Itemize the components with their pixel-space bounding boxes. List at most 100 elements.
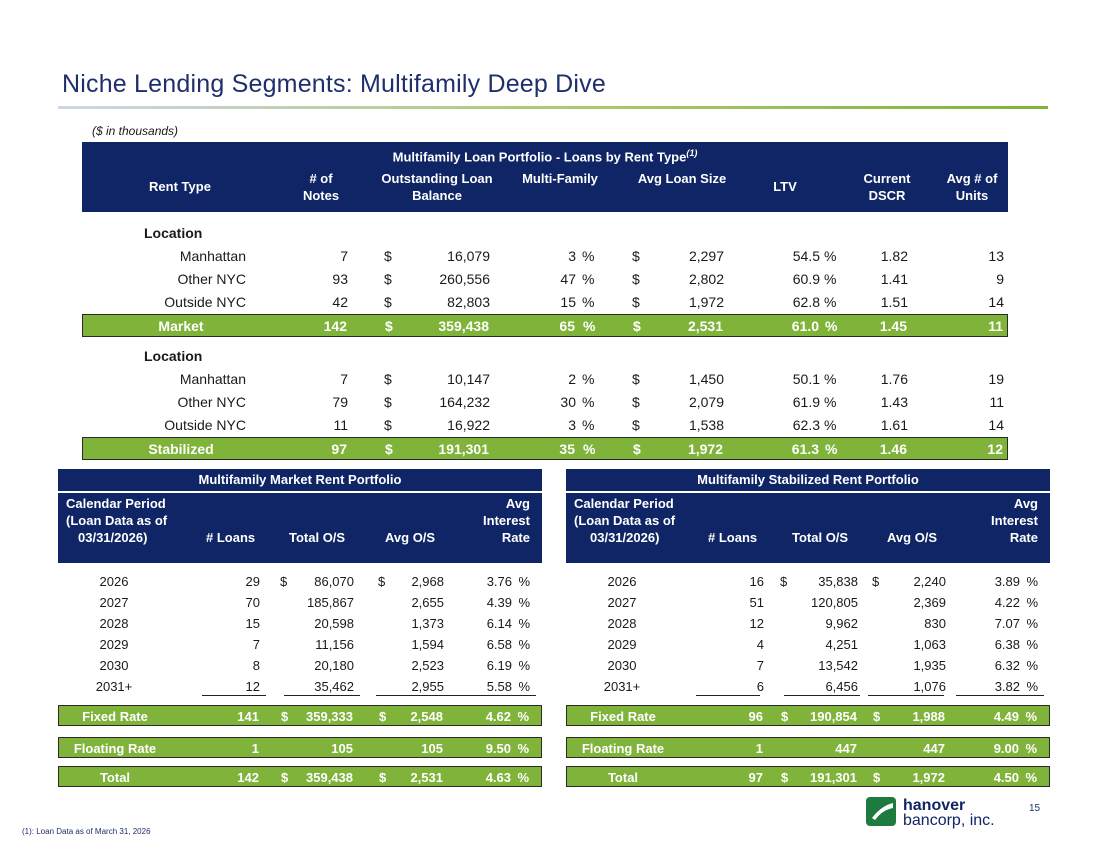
units-cell: 14 bbox=[988, 417, 1004, 433]
percent-symbol: % bbox=[583, 441, 596, 457]
total-underline bbox=[202, 695, 266, 696]
logo-line1: hanover bbox=[903, 797, 965, 814]
total-underline bbox=[868, 695, 944, 696]
dscr-cell: 1.51 bbox=[880, 294, 908, 310]
currency-symbol: $ bbox=[378, 574, 386, 589]
title-divider bbox=[58, 106, 1048, 109]
notes-cell: 142 bbox=[323, 318, 347, 334]
spacer bbox=[566, 563, 1050, 571]
floating-rate-row: Floating Rate 1 447 447 9.00% bbox=[566, 737, 1050, 758]
total-underline bbox=[284, 695, 360, 696]
currency-symbol: $ bbox=[632, 294, 640, 310]
total-cell: 35,462 bbox=[314, 679, 354, 694]
units-cell: 14 bbox=[988, 294, 1004, 310]
year-cell: 2029 bbox=[607, 637, 637, 652]
rate-cell: 5.58 bbox=[486, 679, 512, 694]
fixed-rate-row: Fixed Rate 96 $190,854 $1,988 4.49% bbox=[566, 705, 1050, 726]
currency-symbol: $ bbox=[385, 441, 393, 457]
rent-type-label: Market bbox=[158, 318, 204, 334]
avg-loan-cell: 1,450 bbox=[688, 371, 724, 387]
hdr-total: Total O/S bbox=[792, 530, 849, 545]
dscr-cell: 1.76 bbox=[880, 371, 908, 387]
percent-symbol: % bbox=[582, 394, 595, 410]
table-row: Other NYC 79 $164,232 30% $2,079 61.9% 1.43 11 bbox=[82, 391, 1008, 414]
rent-type-table: Multifamily Loan Portfolio - Loans by Re… bbox=[82, 142, 1008, 460]
section-text: Location bbox=[144, 348, 203, 364]
currency-symbol: $ bbox=[384, 394, 392, 410]
year-cell: 2027 bbox=[607, 595, 637, 610]
percent-symbol: % bbox=[583, 318, 596, 334]
header-balance: Outstanding Loan Balance bbox=[381, 171, 493, 203]
header-dscr: Current DSCR bbox=[863, 171, 911, 203]
year-cell: 2026 bbox=[607, 574, 637, 589]
avg-cell: 2,240 bbox=[913, 574, 946, 589]
total-cell: 86,070 bbox=[314, 574, 354, 589]
year-cell: 2028 bbox=[607, 616, 637, 631]
units-cell: 19 bbox=[988, 371, 1004, 387]
balance-cell: 82,803 bbox=[447, 294, 490, 310]
total-cell: 447 bbox=[835, 741, 857, 756]
ltv-cell: 62.8 bbox=[792, 294, 820, 310]
currency-symbol: $ bbox=[384, 417, 392, 433]
market-rent-body: 2026 29 $86,070 $2,968 3.76% 2027 70 185,867 2,6… bbox=[58, 563, 542, 787]
percent-symbol: % bbox=[1026, 637, 1038, 652]
balance-cell: 164,232 bbox=[439, 394, 490, 410]
units-note: ($ in thousands) bbox=[92, 124, 179, 138]
rent-type-label: Other NYC bbox=[177, 394, 246, 410]
percent-symbol: % bbox=[518, 679, 530, 694]
ltv-cell: 61.3 bbox=[791, 441, 819, 457]
percent-symbol: % bbox=[1025, 709, 1037, 724]
percent-symbol: % bbox=[825, 318, 838, 334]
summary-label: Floating Rate bbox=[581, 741, 665, 756]
ltv-cell: 54.5 bbox=[792, 248, 820, 264]
footnote: (1): Loan Data as of March 31, 2026 bbox=[22, 827, 151, 836]
hdr-avg: Avg O/S bbox=[385, 530, 436, 545]
avg-cell: 2,531 bbox=[410, 770, 443, 785]
rate-cell: 9.50 bbox=[485, 741, 511, 756]
currency-symbol: $ bbox=[379, 770, 387, 785]
percent-symbol: % bbox=[1026, 595, 1038, 610]
currency-symbol: $ bbox=[384, 294, 392, 310]
dscr-cell: 1.45 bbox=[879, 318, 907, 334]
rent-type-table-body: Location Manhattan 7 $16,079 3% $2,297 54.5% 1.… bbox=[82, 212, 1008, 460]
hdr-rate-1: Avg bbox=[1013, 496, 1038, 511]
balance-cell: 16,922 bbox=[447, 417, 490, 433]
avg-cell: 2,548 bbox=[410, 709, 443, 724]
loans-cell: 29 bbox=[245, 574, 260, 589]
rent-type-label: Outside NYC bbox=[164, 417, 246, 433]
floating-rate-row: Floating Rate 1 105 105 9.50% bbox=[58, 737, 542, 758]
pct-cell: 47 bbox=[560, 271, 576, 287]
total-underline bbox=[956, 695, 1044, 696]
rent-type-label: Outside NYC bbox=[164, 294, 246, 310]
currency-symbol: $ bbox=[632, 371, 640, 387]
balance-cell: 191,301 bbox=[438, 441, 489, 457]
loans-cell: 96 bbox=[748, 709, 763, 724]
avg-cell: 447 bbox=[923, 741, 945, 756]
table-row: 2026 16 $35,838 $2,240 3.89% bbox=[566, 571, 1050, 592]
percent-symbol: % bbox=[582, 294, 595, 310]
rate-cell: 3.89 bbox=[994, 574, 1020, 589]
market-rent-header: Calendar Period (Loan Data as of 03/31/2… bbox=[58, 493, 542, 563]
year-cell: 2030 bbox=[99, 658, 129, 673]
rent-type-label: Manhattan bbox=[179, 371, 246, 387]
rate-cell: 4.50 bbox=[993, 770, 1019, 785]
notes-cell: 42 bbox=[332, 294, 348, 310]
currency-symbol: $ bbox=[384, 371, 392, 387]
spacer bbox=[58, 726, 542, 737]
header-units: Avg # of Units bbox=[946, 171, 998, 203]
spacer bbox=[58, 697, 542, 705]
total-underline bbox=[696, 695, 760, 696]
percent-symbol: % bbox=[824, 371, 837, 387]
summary-label: Fixed Rate bbox=[82, 709, 148, 724]
loans-cell: 15 bbox=[245, 616, 260, 631]
currency-symbol: $ bbox=[872, 574, 880, 589]
table-row: 2030 8 20,180 2,523 6.19% bbox=[58, 655, 542, 676]
loans-cell: 7 bbox=[756, 658, 764, 673]
table-row: 2028 15 20,598 1,373 6.14% bbox=[58, 613, 542, 634]
currency-symbol: $ bbox=[281, 709, 289, 724]
avg-loan-cell: 2,802 bbox=[688, 271, 724, 287]
rent-type-label: Manhattan bbox=[179, 248, 246, 264]
currency-symbol: $ bbox=[385, 318, 393, 334]
rate-cell: 4.62 bbox=[485, 709, 511, 724]
header-avg-loan: Avg Loan Size bbox=[637, 171, 727, 186]
